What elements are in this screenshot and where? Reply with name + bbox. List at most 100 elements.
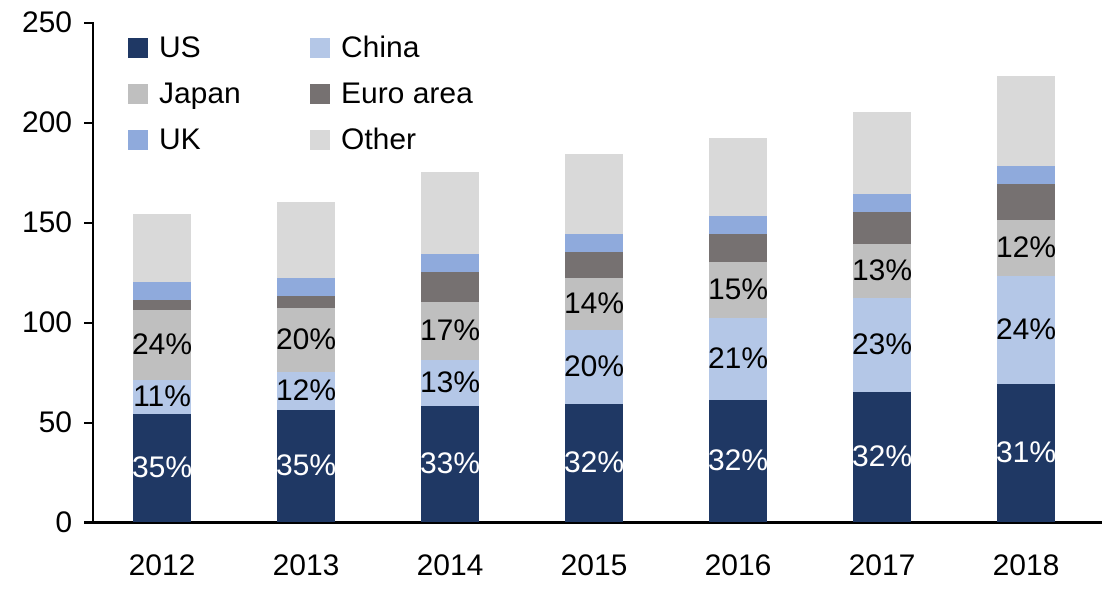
segment-china-2016: 21%: [707, 318, 769, 400]
segment-value-label-us-2018: 31%: [995, 436, 1057, 469]
y-axis-tick-50: [84, 422, 93, 424]
segment-china-2017: 23%: [851, 298, 913, 392]
segment-uk-2018: [997, 166, 1055, 184]
legend-item-japan: Japan: [128, 77, 310, 111]
x-axis-label-2015: 2015: [560, 549, 628, 582]
legend-item-other: Other: [310, 123, 473, 157]
x-axis-line: [84, 521, 1102, 524]
legend-label-uk: UK: [159, 123, 201, 156]
y-axis-label-250: 250: [21, 6, 72, 39]
segment-us-2014: 33%: [419, 406, 481, 522]
segment-uk-2013: [277, 278, 335, 296]
segment-us-2013: 35%: [275, 410, 337, 522]
segment-china-2012: 11%: [133, 380, 191, 414]
segment-uk-2012: [133, 282, 191, 300]
segment-value-label-japan-2015: 14%: [563, 287, 625, 320]
y-axis-tick-150: [84, 222, 93, 224]
bar-2013: 35% 12% 20%: [275, 202, 337, 522]
legend-swatch-uk: [128, 130, 148, 150]
bar-2015: 32% 20% 14%: [563, 154, 625, 522]
legend-label-china: China: [341, 31, 420, 64]
segment-value-label-japan-2012: 24%: [131, 328, 193, 361]
segment-china-2018: 24%: [995, 276, 1057, 384]
segment-value-label-us-2014: 33%: [419, 447, 481, 480]
segment-value-label-us-2012: 35%: [131, 451, 193, 484]
y-axis-tick-100: [84, 322, 93, 324]
segment-japan-2017: 13%: [851, 244, 913, 298]
segment-value-label-us-2013: 35%: [275, 449, 337, 482]
segment-value-label-japan-2013: 20%: [275, 323, 337, 356]
segment-china-2015: 20%: [564, 330, 624, 404]
segment-japan-2012: 24%: [131, 310, 193, 380]
x-axis-label-2014: 2014: [416, 549, 484, 582]
segment-other-2014: [421, 172, 479, 254]
segment-us-2016: 32%: [707, 400, 769, 522]
chart-legend: US China Japan Euro area UK Other: [128, 25, 473, 163]
segment-value-label-us-2017: 32%: [851, 440, 913, 473]
bar-2012: 35% 11% 24%: [131, 214, 193, 522]
legend-label-japan: Japan: [159, 77, 241, 110]
y-axis-label-200: 200: [21, 106, 72, 139]
segment-value-label-us-2016: 32%: [707, 444, 769, 477]
segment-value-label-china-2016: 21%: [707, 342, 769, 375]
segment-euro-area-2012: [133, 300, 191, 310]
y-axis-label-50: 50: [38, 406, 72, 439]
legend-swatch-euro-area: [310, 84, 330, 104]
y-axis-label-0: 0: [55, 506, 72, 539]
segment-value-label-japan-2017: 13%: [851, 254, 913, 287]
legend-item-uk: UK: [128, 123, 310, 157]
legend-swatch-china: [310, 38, 330, 58]
legend-label-euro-area: Euro area: [341, 77, 473, 110]
legend-swatch-japan: [128, 84, 148, 104]
segment-value-label-china-2014: 13%: [419, 366, 481, 399]
segment-euro-area-2018: [997, 184, 1055, 220]
segment-us-2017: 32%: [851, 392, 913, 522]
bar-2016: 32% 21% 15%: [707, 138, 769, 522]
segment-uk-2014: [421, 254, 479, 272]
segment-us-2015: 32%: [564, 404, 624, 522]
segment-value-label-china-2018: 24%: [995, 313, 1057, 346]
y-axis-line: [92, 22, 94, 523]
y-axis-tick-250: [84, 22, 93, 24]
x-axis-label-2017: 2017: [848, 549, 916, 582]
segment-uk-2016: [709, 216, 767, 234]
y-axis-tick-200: [84, 122, 93, 124]
segment-euro-area-2016: [709, 234, 767, 262]
legend-label-us: US: [159, 31, 201, 64]
legend-swatch-other: [310, 130, 330, 150]
legend-item-china: China: [310, 31, 473, 65]
segment-japan-2013: 20%: [275, 308, 337, 372]
segment-euro-area-2015: [565, 252, 623, 278]
segment-other-2018: [997, 76, 1055, 166]
segment-japan-2014: 17%: [419, 302, 481, 360]
segment-us-2018: 31%: [995, 384, 1057, 522]
segment-japan-2016: 15%: [707, 262, 769, 318]
segment-other-2016: [709, 138, 767, 216]
segment-other-2012: [133, 214, 191, 282]
segment-japan-2015: 14%: [563, 278, 625, 330]
segment-value-label-china-2012: 11%: [133, 380, 191, 413]
segment-other-2015: [565, 154, 623, 234]
legend-item-us: US: [128, 31, 310, 65]
segment-china-2013: 12%: [275, 372, 337, 410]
legend-label-other: Other: [341, 123, 417, 156]
segment-value-label-china-2013: 12%: [275, 374, 337, 407]
segment-us-2012: 35%: [131, 414, 193, 522]
segment-japan-2018: 12%: [995, 220, 1057, 276]
y-axis-label-100: 100: [21, 306, 72, 339]
segment-value-label-japan-2014: 17%: [419, 314, 481, 347]
bar-2014: 33% 13% 17%: [419, 172, 481, 522]
segment-uk-2017: [853, 194, 911, 212]
bar-2017: 32% 23% 13%: [851, 112, 913, 522]
y-axis-label-150: 150: [21, 206, 72, 239]
segment-euro-area-2017: [853, 212, 911, 244]
segment-uk-2015: [565, 234, 623, 252]
x-axis-label-2012: 2012: [128, 549, 196, 582]
segment-value-label-japan-2018: 12%: [995, 231, 1057, 264]
segment-euro-area-2013: [277, 296, 335, 308]
legend-swatch-us: [128, 38, 148, 58]
x-axis-label-2013: 2013: [272, 549, 340, 582]
segment-value-label-china-2017: 23%: [851, 328, 913, 361]
segment-value-label-japan-2016: 15%: [707, 273, 769, 306]
